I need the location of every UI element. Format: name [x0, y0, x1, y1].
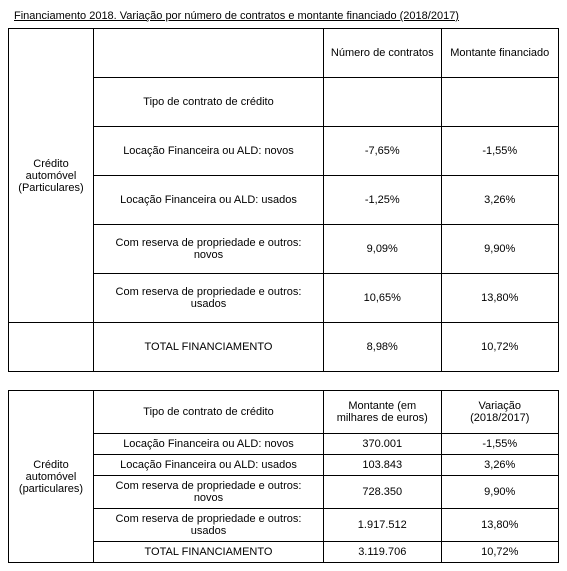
page-title: Financiamento 2018. Variação por número … [14, 10, 559, 22]
total-value: 10,72% [441, 542, 559, 563]
table-variation: Crédito automóvel (Particulares) Número … [8, 28, 559, 372]
cell-label: Locação Financeira ou ALD: novos [94, 434, 324, 455]
cell-value: 728.350 [324, 476, 442, 509]
cell-value: 103.843 [324, 455, 442, 476]
cell-label: Com reserva de propriedade e outros: nov… [94, 476, 324, 509]
table-row-total: TOTAL FINANCIAMENTO 8,98% 10,72% [9, 323, 559, 372]
cell-value: 13,80% [441, 274, 559, 323]
cell-value: -7,65% [324, 127, 442, 176]
header-col1: Número de contratos [324, 29, 442, 78]
total-value: 8,98% [324, 323, 442, 372]
cell-label: Locação Financeira ou ALD: novos [94, 127, 324, 176]
cell-label: Com reserva de propriedade e outros: usa… [94, 274, 324, 323]
cell-value: 9,90% [441, 476, 559, 509]
total-value: 3.119.706 [324, 542, 442, 563]
header-col2: Variação (2018/2017) [441, 391, 559, 434]
cell-value: 3,26% [441, 176, 559, 225]
table-row: Crédito automóvel (particulares) Tipo de… [9, 391, 559, 434]
rowgroup-label: Crédito automóvel (particulares) [9, 391, 94, 563]
cell-label: Locação Financeira ou ALD: usados [94, 176, 324, 225]
header-col1: Montante (em milhares de euros) [324, 391, 442, 434]
cell-value: 3,26% [441, 455, 559, 476]
total-label: TOTAL FINANCIAMENTO [94, 542, 324, 563]
cell-label: Com reserva de propriedade e outros: usa… [94, 509, 324, 542]
cell-value: -1,55% [441, 434, 559, 455]
cell-blank [324, 78, 442, 127]
table-row: Crédito automóvel (Particulares) Número … [9, 29, 559, 78]
cell-blank [441, 78, 559, 127]
cell-value: 1.917.512 [324, 509, 442, 542]
cell-label: Com reserva de propriedade e outros: nov… [94, 225, 324, 274]
total-value: 10,72% [441, 323, 559, 372]
cell-value: 370.001 [324, 434, 442, 455]
cell-value: 9,09% [324, 225, 442, 274]
cell-value: 13,80% [441, 509, 559, 542]
cell-value: 9,90% [441, 225, 559, 274]
cell-label: Locação Financeira ou ALD: usados [94, 455, 324, 476]
cell-value: -1,55% [441, 127, 559, 176]
cell-value: -1,25% [324, 176, 442, 225]
rowgroup-label: Crédito automóvel (Particulares) [9, 29, 94, 323]
subhead-desc: Tipo de contrato de crédito [94, 78, 324, 127]
total-label: TOTAL FINANCIAMENTO [94, 323, 324, 372]
table-spacer [8, 372, 559, 390]
cell-blank [9, 323, 94, 372]
cell-value: 10,65% [324, 274, 442, 323]
header-desc: Tipo de contrato de crédito [94, 391, 324, 434]
header-col2: Montante financiado [441, 29, 559, 78]
table-montante: Crédito automóvel (particulares) Tipo de… [8, 390, 559, 563]
header-blank [94, 29, 324, 78]
